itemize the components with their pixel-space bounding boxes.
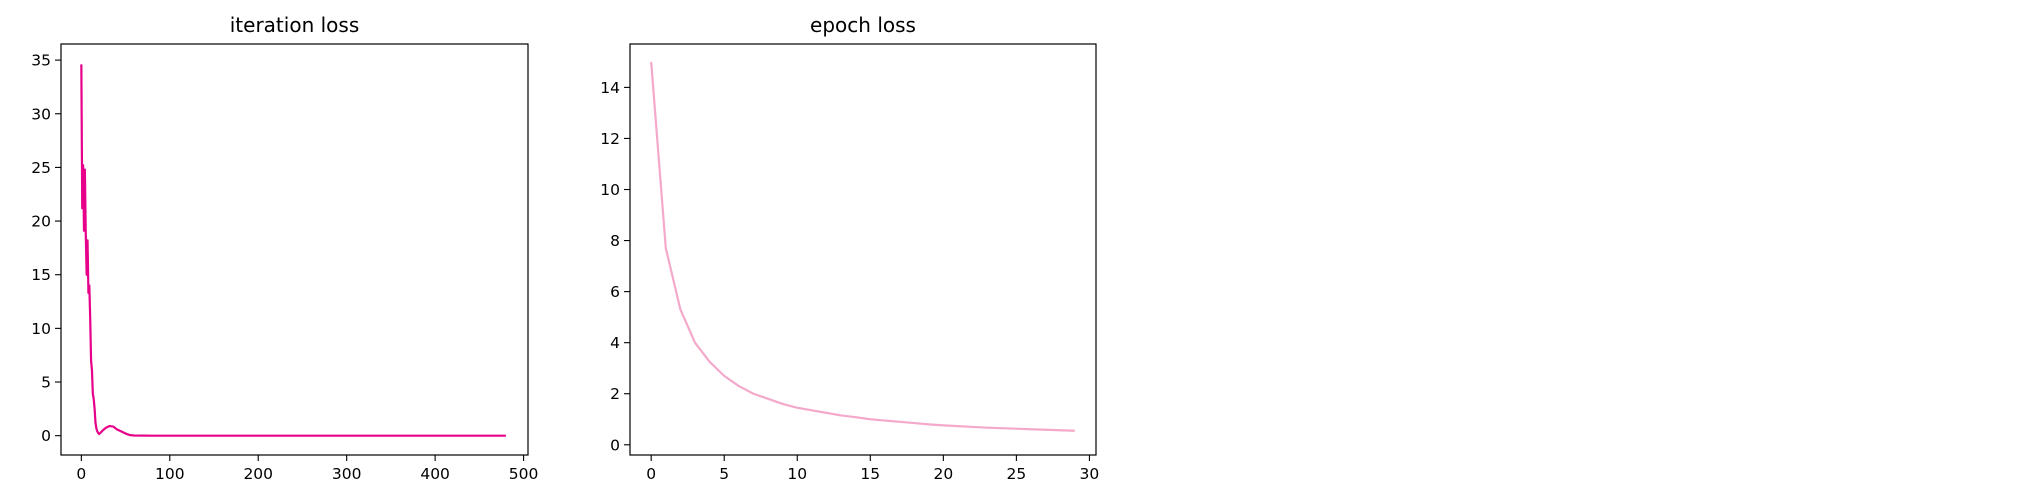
x-tick-label: 100 (155, 465, 185, 483)
y-tick-label: 35 (31, 52, 51, 70)
y-tick-label: 12 (600, 130, 620, 148)
y-tick-label: 2 (610, 385, 620, 403)
x-tick-label: 25 (1007, 465, 1027, 483)
axes-frame (60, 43, 529, 456)
y-tick-label: 0 (610, 436, 620, 454)
y-tick-label: 0 (41, 427, 51, 445)
x-tick-label: 15 (860, 465, 880, 483)
x-tick-label: 5 (719, 465, 729, 483)
x-tick-label: 30 (1080, 465, 1100, 483)
y-tick-label: 10 (600, 181, 620, 199)
y-tick-label: 6 (610, 283, 620, 301)
x-tick-label: 20 (933, 465, 953, 483)
x-tick-label: 500 (509, 465, 539, 483)
series-line (650, 61, 1075, 432)
y-tick-label: 10 (31, 320, 51, 338)
y-tick-label: 14 (600, 79, 620, 97)
chart-panel-1: iteration loss 0 100 200 300 400 500 0 5 10 15 20 25… (31, 13, 538, 483)
y-tick-label: 30 (31, 105, 51, 123)
series-line (80, 64, 506, 437)
x-tick-label: 10 (787, 465, 807, 483)
y-tick-label: 5 (41, 374, 51, 392)
y-tick-label: 20 (31, 213, 51, 231)
y-tick-label: 8 (610, 232, 620, 250)
x-tick-label: 0 (646, 465, 656, 483)
x-tick-label: 0 (76, 465, 86, 483)
chart-panel-2: epoch loss 0 5 10 15 20 25 30 0 2 4 6 8 10 12 14 (600, 13, 1099, 483)
x-tick-label: 200 (243, 465, 273, 483)
chart-title: epoch loss (810, 13, 916, 37)
axes-frame (629, 43, 1097, 456)
x-tick-label: 300 (332, 465, 362, 483)
chart-title: iteration loss (230, 13, 359, 37)
x-tick-label: 400 (420, 465, 450, 483)
y-tick-label: 15 (31, 266, 51, 284)
y-tick-label: 25 (31, 159, 51, 177)
y-tick-label: 4 (610, 334, 620, 352)
